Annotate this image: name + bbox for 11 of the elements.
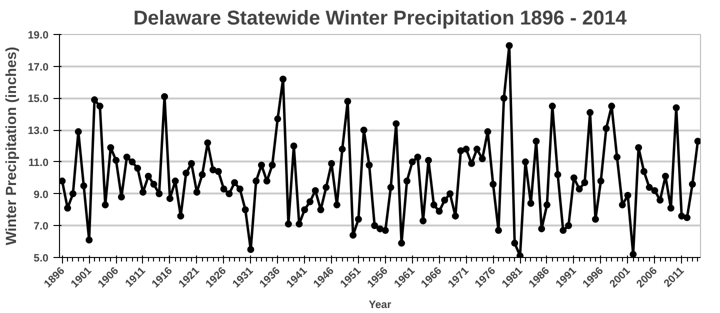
y-tick-label: 11.0 (28, 156, 49, 169)
y-tick-label: 5.0 (34, 252, 49, 264)
y-tick-label: 19.0 (28, 30, 49, 42)
y-tick-label: 17.0 (28, 61, 49, 74)
y-axis-title: Winter Precipitation (inches) (4, 46, 20, 246)
y-tick-label: 7.0 (34, 220, 49, 233)
y-tick-label: 15.0 (28, 93, 49, 106)
chart-title: Delaware Statewide Winter Precipitation 1896 - 2014 (133, 8, 628, 30)
x-axis-title: Year (368, 298, 392, 311)
y-tick-label: 13.0 (28, 125, 49, 138)
y-tick-label: 9.0 (34, 188, 49, 201)
